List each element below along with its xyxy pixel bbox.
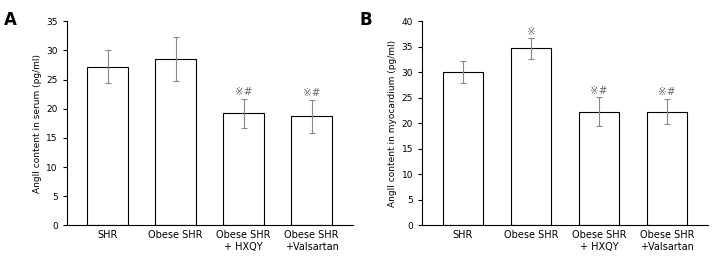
Text: ※#: ※#: [235, 87, 252, 97]
Bar: [224, 113, 264, 225]
Text: B: B: [360, 11, 372, 29]
Text: A: A: [4, 11, 17, 29]
Text: ※: ※: [526, 27, 536, 37]
Bar: [291, 116, 332, 225]
Text: ※#: ※#: [303, 88, 321, 98]
Text: ※#: ※#: [590, 86, 608, 96]
Bar: [155, 59, 196, 225]
Text: ※#: ※#: [659, 87, 676, 97]
Bar: [579, 112, 620, 225]
Bar: [443, 72, 483, 225]
Y-axis label: AngII content in myocardium (pg/ml): AngII content in myocardium (pg/ml): [388, 40, 398, 207]
Bar: [510, 48, 551, 225]
Y-axis label: AngII content in serum (pg/ml): AngII content in serum (pg/ml): [33, 54, 42, 193]
Bar: [646, 112, 687, 225]
Bar: [87, 67, 128, 225]
